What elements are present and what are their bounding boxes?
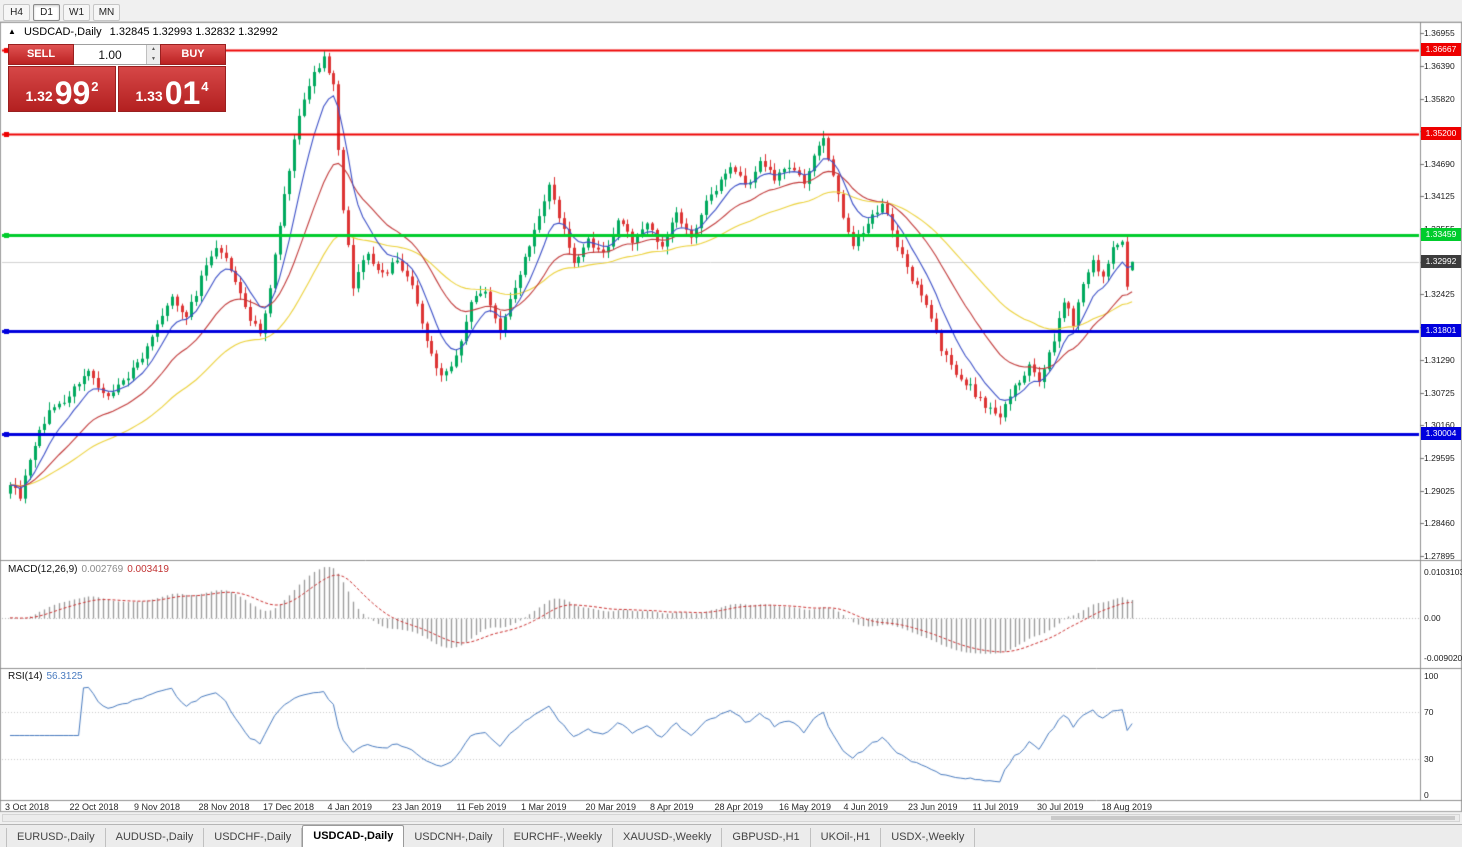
- tab-eurchf-weekly[interactable]: EURCHF-,Weekly: [504, 828, 613, 847]
- time-axis-label: 8 Apr 2019: [650, 802, 694, 812]
- buy-price-button[interactable]: 1.33 01 4: [118, 66, 226, 112]
- tab-usdcnh-daily[interactable]: USDCNH-,Daily: [404, 828, 504, 847]
- time-axis-label: 28 Apr 2019: [714, 802, 764, 812]
- time-axis-label: 4 Jan 2019: [327, 802, 373, 812]
- hline-price-tag: 1.35200: [1421, 127, 1461, 141]
- time-axis-label: 28 Nov 2018: [198, 802, 250, 812]
- macd-signal-value: 0.003419: [127, 564, 169, 575]
- price-axis-label: 1.34690: [1424, 158, 1455, 169]
- rsi-axis-label: 30: [1424, 754, 1434, 765]
- tab-xauusd-weekly[interactable]: XAUUSD-,Weekly: [613, 828, 723, 847]
- price-axis-label: 1.36390: [1424, 60, 1455, 71]
- time-axis-label: 11 Jul 2019: [972, 802, 1019, 812]
- hline-price-tag: 1.36667: [1421, 42, 1461, 56]
- buy-price-big: 01: [164, 75, 201, 111]
- rsi-indicator-label: RSI(14) 56.3125: [8, 671, 87, 682]
- macd-indicator-label: MACD(12,26,9) 0.002769 0.003419: [8, 564, 173, 575]
- time-axis-label: 23 Jun 2019: [908, 802, 958, 812]
- macd-main-value: 0.002769: [81, 564, 124, 575]
- time-axis-label: 18 Aug 2019: [1101, 802, 1153, 812]
- chart-ohlc-readout: 1.32845 1.32993 1.32832 1.32992: [109, 26, 278, 38]
- hline-price-tag: 1.30004: [1421, 427, 1461, 441]
- sell-button[interactable]: SELL: [8, 44, 74, 65]
- volume-decrease-button[interactable]: ▼: [147, 54, 160, 64]
- macd-name: MACD(12,26,9): [8, 564, 78, 575]
- time-axis-label: 4 Jun 2019: [843, 802, 889, 812]
- buy-button[interactable]: BUY: [160, 44, 226, 65]
- sell-price-sup: 2: [91, 79, 99, 94]
- tab-eurusd-daily[interactable]: EURUSD-,Daily: [6, 828, 106, 847]
- time-axis-label: 22 Oct 2018: [69, 802, 119, 812]
- chart-symbol-title: USDCAD-,Daily: [23, 26, 102, 38]
- price-axis-label: 1.29595: [1424, 452, 1455, 463]
- macd-axis-label: 0.00: [1424, 612, 1441, 623]
- time-axis-label: 30 Jul 2019: [1037, 802, 1084, 812]
- price-axis-label: 1.31290: [1424, 355, 1455, 366]
- chart-tab-bar: EURUSD-,Daily AUDUSD-,Daily USDCHF-,Daily U…: [0, 824, 1462, 847]
- price-axis-label: 1.29025: [1424, 485, 1455, 496]
- horizontal-scrollbar-thumb[interactable]: [1051, 816, 1455, 820]
- tab-usdchf-daily[interactable]: USDCHF-,Daily: [204, 828, 303, 847]
- timeframe-toolbar: H4 D1 W1 MN: [0, 0, 1462, 22]
- tab-usdx-weekly[interactable]: USDX-,Weekly: [881, 828, 976, 847]
- buy-price-sup: 4: [201, 79, 209, 94]
- rsi-axis-label: 100: [1424, 671, 1439, 681]
- buy-price-base: 1.33: [135, 88, 163, 104]
- price-axis-label: 1.30160: [1424, 420, 1455, 431]
- sell-price-base: 1.32: [25, 88, 53, 104]
- volume-increase-button[interactable]: ▲: [147, 45, 160, 55]
- time-axis-label: 20 Mar 2019: [585, 802, 637, 812]
- time-axis-label: 23 Jan 2019: [392, 802, 442, 812]
- timeframe-button-d1[interactable]: D1: [33, 4, 60, 21]
- timeframe-button-w1[interactable]: W1: [63, 4, 90, 21]
- time-axis-label: 17 Dec 2018: [263, 802, 315, 812]
- macd-axis-label: 0.0103103: [1424, 567, 1462, 577]
- time-axis-label: 16 May 2019: [779, 802, 832, 812]
- price-axis-label: 1.27895: [1424, 550, 1455, 561]
- price-axis-label: 1.28460: [1424, 518, 1455, 529]
- horizontal-scrollbar-track[interactable]: [2, 814, 1460, 822]
- time-axis-label: 11 Feb 2019: [456, 802, 507, 812]
- tab-ukoil-h1[interactable]: UKOil-,H1: [811, 828, 882, 847]
- timeframe-button-h4[interactable]: H4: [3, 4, 30, 21]
- tab-gbpusd-h1[interactable]: GBPUSD-,H1: [722, 828, 811, 847]
- tab-audusd-daily[interactable]: AUDUSD-,Daily: [106, 828, 205, 847]
- tab-usdcad-daily[interactable]: USDCAD-,Daily: [302, 825, 405, 847]
- price-axis-label: 1.35820: [1424, 93, 1455, 104]
- price-axis-label: 1.34125: [1424, 191, 1455, 202]
- volume-input[interactable]: [74, 45, 146, 64]
- sell-price-big: 99: [54, 75, 91, 111]
- rsi-axis-label: 70: [1424, 706, 1434, 717]
- price-axis-label: 1.36955: [1424, 28, 1455, 38]
- volume-field: ▲ ▼: [74, 44, 160, 65]
- time-axis-label: 9 Nov 2018: [134, 802, 181, 812]
- hline-price-tag: 1.31801: [1421, 323, 1461, 337]
- rsi-value: 56.3125: [46, 671, 83, 682]
- price-axis-label: 1.32425: [1424, 289, 1455, 300]
- timeframe-button-mn[interactable]: MN: [93, 4, 120, 21]
- collapse-trade-panel-icon[interactable]: ▲: [8, 27, 16, 36]
- hline-price-tag: 1.33459: [1421, 227, 1461, 241]
- time-axis-label: 3 Oct 2018: [5, 802, 50, 812]
- rsi-axis-label: 0: [1424, 790, 1429, 800]
- time-axis-label: 1 Mar 2019: [521, 802, 567, 812]
- price-axis-label: 1.30725: [1424, 387, 1455, 398]
- current-price-tag: 1.32992: [1421, 254, 1461, 268]
- macd-axis-label: -0.0090203: [1424, 653, 1462, 663]
- sell-price-button[interactable]: 1.32 99 2: [8, 66, 116, 112]
- volume-spinner: ▲ ▼: [146, 45, 160, 64]
- rsi-name: RSI(14): [8, 671, 43, 682]
- chart-header: ▲ USDCAD-,Daily 1.32845 1.32993 1.32832 …: [8, 26, 283, 38]
